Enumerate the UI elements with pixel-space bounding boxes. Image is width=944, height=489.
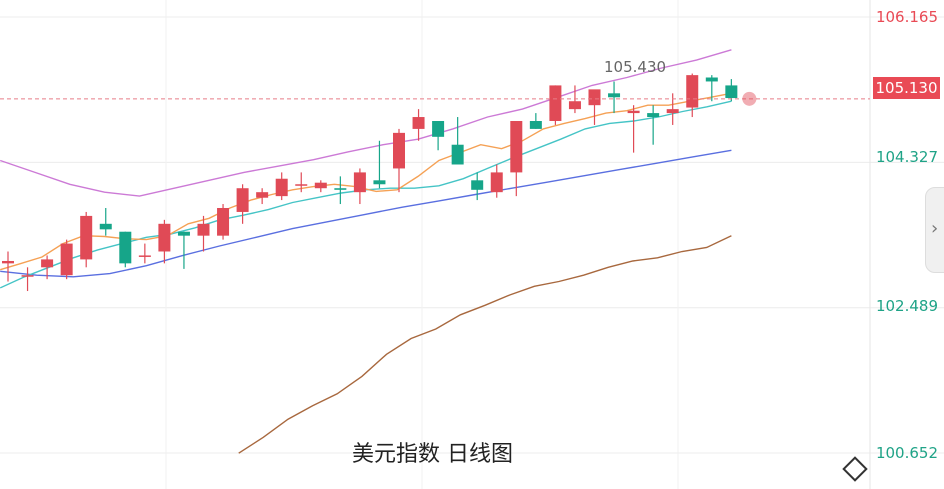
candle-body	[705, 77, 718, 82]
candles	[2, 73, 738, 292]
indicator-lines	[0, 49, 732, 454]
candle-body	[236, 188, 249, 212]
candle-body	[119, 231, 132, 264]
candle-body	[490, 172, 503, 193]
candle-body	[21, 275, 34, 277]
candle-body	[549, 85, 562, 121]
candle-body	[432, 120, 445, 137]
ma60-line	[238, 235, 732, 454]
candle-body	[666, 109, 679, 114]
candle-body	[197, 223, 210, 236]
candle-body	[608, 93, 621, 98]
candle-body	[568, 101, 581, 110]
candle-body	[60, 243, 73, 276]
candle-body	[314, 182, 327, 189]
candle-body	[373, 180, 386, 185]
candle-body	[138, 255, 151, 257]
price-tick-0: 106.165	[875, 8, 938, 26]
candle-body	[627, 110, 640, 114]
candle-body	[2, 260, 14, 264]
candle-body	[725, 85, 738, 99]
candle-body	[686, 75, 699, 108]
price-tick-1: 104.327	[875, 148, 938, 166]
current-price-badge: 105.130	[873, 77, 940, 99]
logo-diamond-icon	[842, 456, 868, 482]
candle-body	[275, 178, 288, 197]
candle-body	[412, 117, 425, 129]
candle-body	[217, 207, 230, 236]
upper-band-line	[0, 49, 732, 197]
candle-body	[158, 223, 171, 252]
candle-body	[256, 192, 269, 198]
brand-logo	[842, 456, 944, 486]
candle-body	[471, 180, 484, 190]
candle-body	[529, 120, 542, 129]
price-tick-2: 102.489	[875, 297, 938, 315]
candle-body	[393, 132, 405, 169]
candle-body	[451, 144, 464, 165]
chart-title: 美元指数 日线图	[352, 442, 513, 467]
candle-body	[588, 89, 601, 106]
side-panel-toggle[interactable]: ›	[925, 187, 944, 273]
candle-body	[334, 188, 347, 190]
candle-body	[41, 259, 54, 268]
ma10-line	[0, 100, 732, 289]
candle-body	[647, 113, 660, 118]
price-tick-3: 100.652	[875, 444, 938, 462]
candle-body	[510, 120, 523, 173]
candle-body	[99, 223, 112, 230]
chevron-right-icon: ›	[931, 218, 939, 239]
candle-body	[353, 172, 366, 193]
candle-body	[295, 184, 308, 186]
current-price-dot	[742, 91, 757, 106]
candle-body	[80, 215, 93, 260]
ma20-line	[0, 149, 732, 278]
candle-body	[177, 231, 190, 236]
peak-price-label: 105.430	[604, 58, 667, 76]
